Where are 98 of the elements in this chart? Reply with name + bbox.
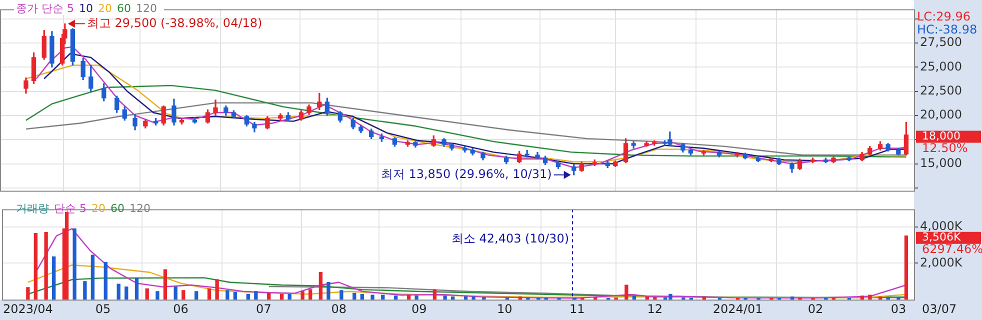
text: LC:29.96	[917, 9, 970, 24]
bar	[798, 297, 802, 300]
bar	[896, 297, 900, 300]
bar	[44, 232, 48, 300]
bar	[267, 292, 271, 300]
x-tick-label: 11	[570, 302, 585, 316]
bar	[226, 290, 230, 300]
bar	[432, 289, 437, 300]
bar	[83, 281, 87, 300]
y-tick-label: 25,000	[920, 59, 962, 74]
bar	[868, 294, 872, 300]
bar	[90, 254, 95, 300]
bar	[450, 296, 455, 300]
text: 120	[136, 2, 157, 15]
bar	[163, 269, 168, 300]
text: 03/07	[922, 302, 957, 316]
y-tick-label: 27,500	[920, 35, 962, 50]
bar	[394, 296, 398, 300]
bar	[406, 294, 411, 300]
x-tick-label: 03	[890, 302, 906, 316]
bar	[156, 291, 160, 300]
y-tick-label: 4,000K	[920, 218, 964, 233]
x-tick-label: 02	[808, 302, 824, 316]
text: 10	[79, 2, 93, 15]
text: 12.50%	[922, 140, 968, 155]
bar	[52, 256, 56, 300]
bar	[472, 296, 476, 300]
bar	[174, 286, 178, 300]
bar	[632, 296, 636, 300]
x-tick-label: 06	[173, 302, 188, 316]
bar	[300, 291, 304, 300]
bar	[124, 286, 128, 300]
bar	[215, 279, 219, 300]
bar	[194, 291, 198, 300]
y-tick-label: 15,000	[920, 156, 962, 170]
bar	[381, 294, 385, 300]
bar	[370, 294, 374, 300]
bar	[860, 296, 864, 300]
x-tick-label: 09	[412, 302, 427, 316]
ref-line-label: 최소 42,403 (10/30)	[451, 231, 570, 246]
annotation: 3,506K	[922, 230, 962, 244]
bar	[702, 296, 706, 300]
bar	[134, 277, 139, 300]
annotation: 18,000	[922, 130, 960, 143]
y-tick-label: 20,000	[920, 108, 962, 122]
x-tick-label: 12	[647, 302, 663, 316]
bar	[526, 297, 530, 300]
bar	[904, 236, 908, 300]
bar	[505, 297, 510, 300]
bar	[645, 296, 649, 300]
x-tick-label: 08	[331, 302, 346, 316]
x-tick-label: 07	[256, 302, 272, 316]
bar	[64, 212, 69, 300]
bar	[246, 294, 250, 300]
bar	[414, 296, 418, 300]
bar	[482, 297, 486, 300]
bar	[34, 233, 38, 300]
bar	[653, 297, 657, 300]
bar	[340, 290, 344, 300]
bar	[518, 296, 522, 300]
bar	[886, 297, 890, 300]
bar	[207, 288, 212, 300]
x-tick-label: 2024/01	[712, 302, 763, 316]
x-tick-label: 10	[497, 302, 512, 316]
bar	[443, 296, 447, 300]
bar	[26, 287, 30, 300]
y-tick-label: 22,500	[920, 83, 962, 98]
bar	[72, 228, 76, 300]
bar	[308, 289, 312, 300]
text: 20	[92, 202, 106, 215]
bar	[464, 296, 468, 300]
text: 60	[117, 2, 131, 15]
bar	[360, 294, 364, 300]
bar	[280, 294, 284, 300]
bar	[104, 262, 108, 300]
text: 6297.46%	[922, 242, 982, 256]
bar	[254, 291, 258, 300]
annotation: 최고 29,500 (-38.98%, 04/18)	[86, 16, 262, 30]
text: HC:-38.98	[917, 22, 978, 36]
bar	[116, 284, 120, 300]
annotation: 최저 13,850 (29.96%, 10/31)	[380, 166, 552, 181]
bar	[790, 296, 794, 300]
bar	[288, 294, 292, 300]
bar	[182, 290, 186, 300]
bar	[624, 284, 628, 300]
bar	[682, 297, 686, 300]
bar	[145, 288, 149, 300]
bar	[318, 272, 323, 300]
text: 종가 단순 5	[16, 2, 74, 15]
text: 20	[98, 2, 112, 15]
bar	[352, 292, 356, 300]
bar	[878, 296, 882, 300]
bar	[593, 297, 598, 300]
y-tick-label: 2,000K	[920, 255, 964, 270]
x-tick-label: 05	[95, 302, 111, 316]
bar	[326, 282, 330, 300]
bar	[233, 292, 238, 300]
x-tick-label: 2023/04	[2, 302, 53, 316]
